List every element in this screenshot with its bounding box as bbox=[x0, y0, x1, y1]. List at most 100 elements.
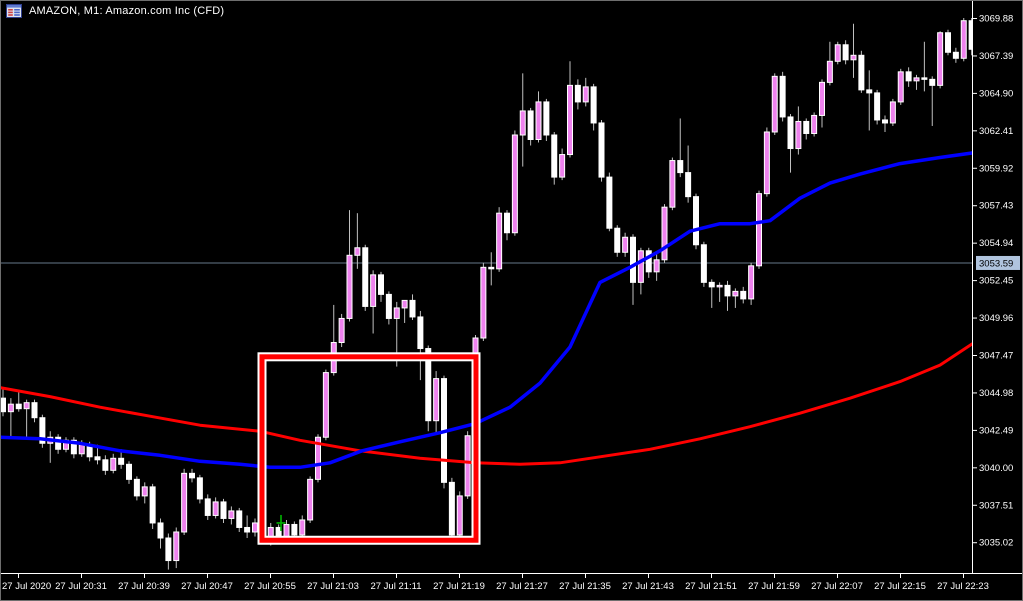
candle-body-bear bbox=[874, 92, 881, 121]
price-tick-label: 3067.39 bbox=[979, 51, 1013, 62]
candle bbox=[819, 79, 825, 128]
candle bbox=[464, 431, 471, 499]
candle bbox=[708, 279, 715, 308]
candle bbox=[196, 474, 203, 504]
price-tick-label: 3059.92 bbox=[979, 163, 1013, 174]
candle-body-bear bbox=[740, 290, 747, 300]
candle bbox=[448, 477, 455, 545]
time-tick-label: 27 Jul 21:03 bbox=[307, 581, 359, 592]
candle bbox=[401, 299, 408, 323]
candle-body-bull bbox=[637, 250, 644, 283]
candle-body-bull bbox=[23, 402, 30, 410]
candle bbox=[15, 392, 22, 412]
candle bbox=[937, 31, 944, 89]
candle-body-bear bbox=[882, 119, 888, 124]
candle bbox=[7, 398, 14, 439]
candle bbox=[504, 210, 510, 241]
candle bbox=[740, 286, 747, 304]
candle bbox=[787, 113, 794, 173]
time-tick-label: 27 Jul 20:47 bbox=[181, 581, 233, 592]
candle bbox=[338, 313, 345, 348]
candle bbox=[189, 468, 195, 483]
candle bbox=[582, 77, 589, 107]
candle-body-bull bbox=[456, 495, 463, 536]
candle-body-bear bbox=[149, 486, 156, 524]
candle-body-bull bbox=[582, 86, 589, 103]
price-axis[interactable]: 3069.88 3067.39 3064.90 3062.41 3059.92 3057.… bbox=[972, 14, 1013, 549]
candle-body-bear bbox=[448, 481, 455, 536]
candle-body-bull bbox=[889, 101, 896, 124]
candle-body-bull bbox=[480, 266, 487, 339]
candle bbox=[354, 213, 361, 269]
candle-body-bull bbox=[173, 531, 180, 562]
candle-body-bear bbox=[15, 403, 22, 410]
candle bbox=[141, 482, 148, 504]
candle bbox=[748, 262, 755, 305]
candle bbox=[55, 434, 62, 454]
chart-window-icon bbox=[6, 4, 22, 18]
candle bbox=[362, 244, 369, 311]
time-tick-label: 27 Jul 21:51 bbox=[685, 581, 737, 592]
candle bbox=[236, 507, 243, 532]
candle bbox=[874, 89, 881, 125]
candle-body-bull bbox=[567, 84, 573, 156]
price-tick-label: 3064.90 bbox=[979, 88, 1013, 99]
time-tick-label: 27 Jul 21:27 bbox=[496, 581, 548, 592]
candle bbox=[771, 73, 778, 135]
highlight-rectangle[interactable] bbox=[257, 352, 481, 545]
candle bbox=[826, 41, 833, 86]
price-tick-label: 3057.43 bbox=[979, 201, 1013, 212]
ma-line-slow-red bbox=[0, 342, 974, 466]
chart-title: AMAZON, M1: Amazon.com Inc (CFD) bbox=[6, 4, 224, 18]
candle-body-bull bbox=[110, 457, 117, 471]
candle-body-bull bbox=[756, 193, 762, 267]
candle bbox=[637, 247, 644, 295]
candle-body-bull bbox=[307, 478, 314, 521]
price-tick-label: 3037.51 bbox=[979, 500, 1013, 511]
price-axis-background bbox=[973, 0, 1023, 601]
candle bbox=[598, 119, 605, 182]
ma-line-fast-blue bbox=[0, 151, 974, 470]
candle bbox=[645, 247, 652, 278]
candle-body-bull bbox=[354, 247, 361, 256]
candle-body-bear bbox=[645, 250, 652, 273]
candle-body-bear bbox=[409, 299, 416, 318]
candle-body-bear bbox=[126, 463, 132, 480]
candle-body-bear bbox=[543, 101, 550, 136]
candle bbox=[913, 74, 920, 90]
time-tick-label: 27 Jul 20:39 bbox=[118, 581, 170, 592]
price-tick-label: 3042.49 bbox=[979, 425, 1013, 436]
candle-body-bull bbox=[338, 317, 345, 344]
candle bbox=[700, 241, 707, 287]
candle bbox=[795, 106, 802, 155]
candle-body-bear bbox=[504, 212, 510, 234]
time-tick-label: 27 Jul 21:43 bbox=[622, 581, 674, 592]
candle-body-bear bbox=[55, 436, 62, 450]
price-tick-label: 3035.02 bbox=[979, 538, 1013, 549]
candle-body-bull bbox=[141, 486, 148, 497]
candle bbox=[929, 76, 936, 126]
candle bbox=[543, 98, 550, 142]
candle bbox=[630, 234, 636, 305]
candle-body-bull bbox=[78, 444, 85, 455]
candle-body-bear bbox=[362, 247, 369, 307]
candle bbox=[693, 193, 699, 250]
candle bbox=[559, 148, 566, 181]
candle-body-bear bbox=[921, 77, 928, 80]
candle-body-bull bbox=[653, 259, 660, 273]
candle-body-bull bbox=[913, 77, 920, 82]
candle bbox=[322, 369, 329, 441]
time-tick-label: 27 Jul 21:19 bbox=[433, 581, 485, 592]
candle-body-bear bbox=[378, 274, 384, 295]
time-axis[interactable]: 27 Jul 2020 27 Jul 20:31 27 Jul 20:39 27 Ju… bbox=[2, 573, 989, 592]
candle bbox=[590, 83, 597, 131]
candle-body-bull bbox=[732, 290, 739, 297]
candle bbox=[535, 91, 542, 143]
candle bbox=[850, 23, 857, 78]
candle-body-bear bbox=[598, 122, 605, 178]
green-cross-marker[interactable] bbox=[276, 514, 286, 531]
candle-body-bear bbox=[606, 176, 613, 229]
price-badge-label: 3053.59 bbox=[979, 258, 1013, 269]
candle-body-bull bbox=[346, 254, 353, 319]
